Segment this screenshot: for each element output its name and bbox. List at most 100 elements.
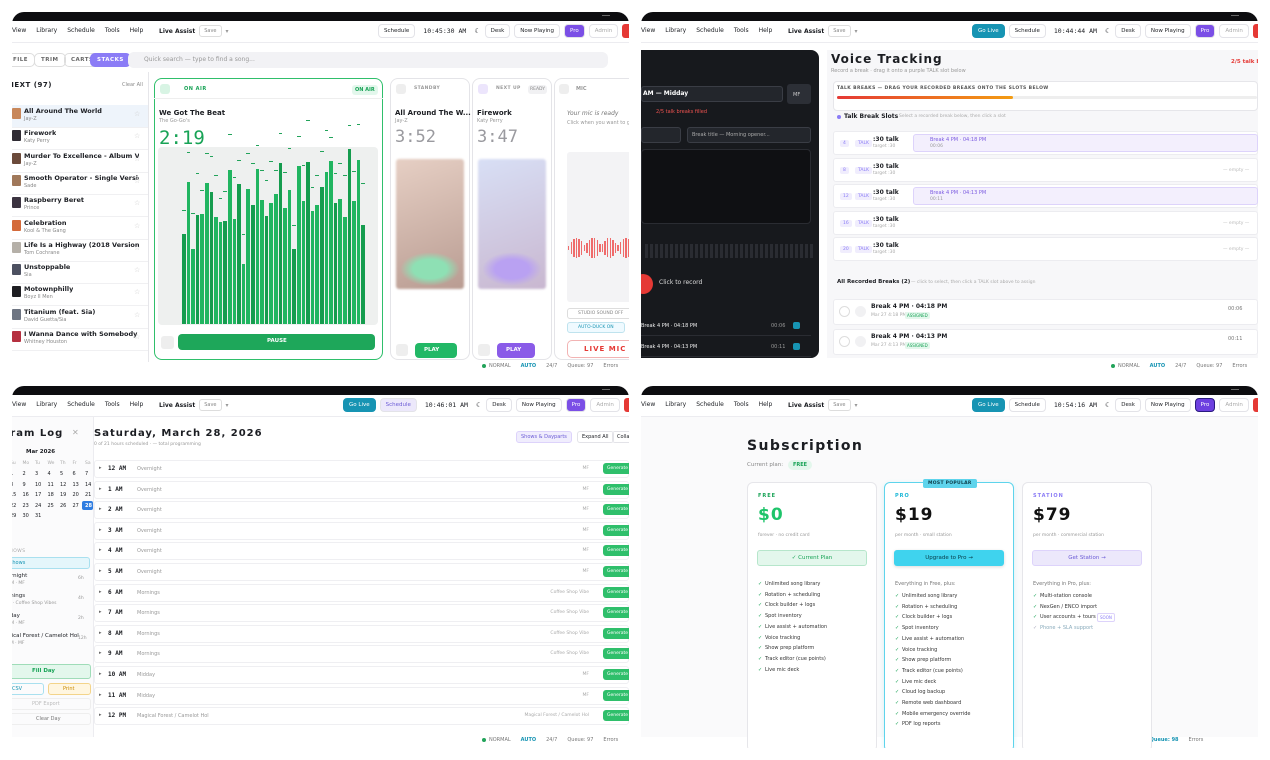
calendar-day[interactable]: 26	[60, 502, 67, 509]
calendar-day[interactable]: 23	[22, 502, 29, 509]
toolbar-button[interactable]: Admin	[588, 24, 619, 38]
favorite-icon[interactable]: ☆	[134, 266, 141, 275]
calendar-day[interactable]: 28	[85, 502, 92, 509]
toolbar-button[interactable]: Desk	[486, 398, 512, 412]
calendar-day[interactable]: 5	[60, 471, 64, 477]
hour-row[interactable]	[94, 666, 629, 684]
calendar-day[interactable]: 22	[12, 502, 17, 509]
menu-item[interactable]: Schedule	[67, 401, 95, 408]
menu-item[interactable]: View	[12, 27, 27, 34]
save-button[interactable]: Save	[199, 25, 222, 37]
menu-item[interactable]: Tools	[104, 401, 120, 408]
favorite-icon[interactable]: ☆	[134, 154, 141, 163]
toolbar-button[interactable]: Pro	[1194, 398, 1216, 412]
hour-row[interactable]	[94, 521, 629, 540]
calendar-day[interactable]: 1	[12, 471, 13, 477]
menu-item[interactable]: Library	[36, 401, 58, 408]
toolbar-button[interactable]: Pro	[1194, 24, 1216, 38]
calendar-day[interactable]: 6	[72, 471, 76, 477]
favorite-icon[interactable]: ☆	[134, 176, 141, 185]
generate-button[interactable]: Generate	[603, 627, 629, 639]
toolbar-button[interactable]: Desk	[1115, 24, 1141, 38]
calendar-day[interactable]: 9	[22, 481, 26, 488]
play-button[interactable]	[415, 343, 457, 358]
talk-slot[interactable]	[833, 237, 1258, 261]
hour-row[interactable]	[94, 624, 629, 643]
hour-row[interactable]	[94, 460, 629, 478]
menu-item[interactable]: Help	[758, 401, 773, 408]
clear-queue[interactable]: Clear All	[122, 82, 143, 88]
alert-button[interactable]	[1252, 24, 1258, 38]
calendar-day[interactable]: 29	[12, 513, 17, 519]
studio-sound-button[interactable]: STUDIO SOUND OFF	[567, 308, 629, 319]
generate-button[interactable]: Generate	[603, 463, 629, 474]
log-action[interactable]: Shows & Dayparts	[516, 431, 572, 443]
calendar-day[interactable]: 11	[47, 481, 54, 488]
plan-cta[interactable]	[757, 550, 867, 566]
alert-button[interactable]	[1252, 398, 1258, 412]
plan-cta[interactable]	[894, 550, 1004, 566]
clear-button[interactable]	[12, 713, 91, 725]
stop-button[interactable]	[396, 344, 408, 356]
menu-item[interactable]: Schedule	[696, 27, 724, 34]
favorite-icon[interactable]: ☆	[134, 221, 141, 230]
hour-row[interactable]	[94, 563, 629, 581]
play-button[interactable]	[855, 336, 866, 347]
toolbar-button[interactable]: Schedule	[379, 398, 417, 412]
play-icon[interactable]	[793, 343, 800, 350]
toolbar-button[interactable]: Now Playing	[1144, 24, 1191, 38]
generate-button[interactable]: Generate	[603, 648, 629, 660]
toolbar-button[interactable]: Schedule	[378, 24, 416, 38]
play-button[interactable]	[855, 306, 866, 317]
toolbar-button[interactable]: Desk	[484, 24, 511, 38]
menu-item[interactable]: Tools	[733, 27, 749, 34]
alert-button[interactable]	[622, 24, 629, 38]
recorded-break[interactable]	[833, 329, 1258, 355]
save-button[interactable]: Save	[828, 25, 851, 37]
clock-select[interactable]	[641, 86, 783, 102]
favorite-icon[interactable]: ☆	[134, 199, 141, 208]
calendar-day[interactable]: 27	[72, 502, 79, 509]
hour-row[interactable]	[94, 501, 629, 520]
live-mic-button[interactable]	[567, 340, 629, 358]
toolbar-button[interactable]: Go Live	[343, 398, 376, 412]
toolbar-button[interactable]: Admin	[590, 398, 620, 412]
close-icon[interactable]: ✕	[72, 428, 79, 437]
calendar-day[interactable]: 16	[22, 492, 29, 498]
generate-button[interactable]: Generate	[603, 483, 629, 495]
generate-button[interactable]: Generate	[603, 566, 629, 577]
search-box[interactable]	[128, 52, 608, 68]
generate-button[interactable]: Generate	[603, 504, 629, 516]
talk-slot[interactable]	[833, 210, 1258, 235]
menu-item[interactable]: Library	[665, 401, 687, 408]
save-button[interactable]: Save	[828, 399, 851, 411]
toolbar-button[interactable]: Pro	[563, 24, 585, 38]
toolbar-button[interactable]: Schedule	[1008, 24, 1046, 38]
plan-cta[interactable]	[1032, 550, 1142, 566]
save-button[interactable]: Save	[199, 399, 222, 411]
favorite-icon[interactable]: ☆	[134, 333, 141, 341]
pause-button[interactable]	[178, 334, 375, 350]
filter-tab[interactable]: STACKS	[90, 53, 131, 67]
calendar-day[interactable]: 17	[35, 492, 42, 498]
calendar-day[interactable]: 18	[47, 492, 54, 498]
menu-item[interactable]: Help	[129, 401, 144, 408]
menu-item[interactable]: View	[641, 401, 656, 408]
calendar-day[interactable]: 25	[47, 502, 54, 509]
calendar-day[interactable]: 31	[35, 513, 42, 519]
toolbar-button[interactable]: Go Live	[972, 398, 1005, 412]
hour-row[interactable]	[94, 480, 629, 499]
play-icon[interactable]	[793, 322, 800, 329]
favorite-icon[interactable]: ☆	[134, 243, 141, 252]
favorite-icon[interactable]: ☆	[134, 288, 141, 297]
stop-button[interactable]	[161, 336, 174, 349]
auto-duck-button[interactable]: AUTO-DUCK ON	[567, 322, 625, 333]
favorite-icon[interactable]: ☆	[134, 132, 141, 141]
favorite-icon[interactable]: ☆	[134, 310, 141, 319]
generate-button[interactable]: Generate	[603, 545, 629, 557]
calendar-day[interactable]: 30	[22, 513, 29, 519]
alert-button[interactable]	[623, 398, 629, 412]
calendar-day[interactable]: 2	[22, 471, 26, 477]
plan-cta-label[interactable]: Upgrade to Pro →	[925, 555, 973, 561]
favorite-icon[interactable]: ☆	[134, 110, 141, 118]
